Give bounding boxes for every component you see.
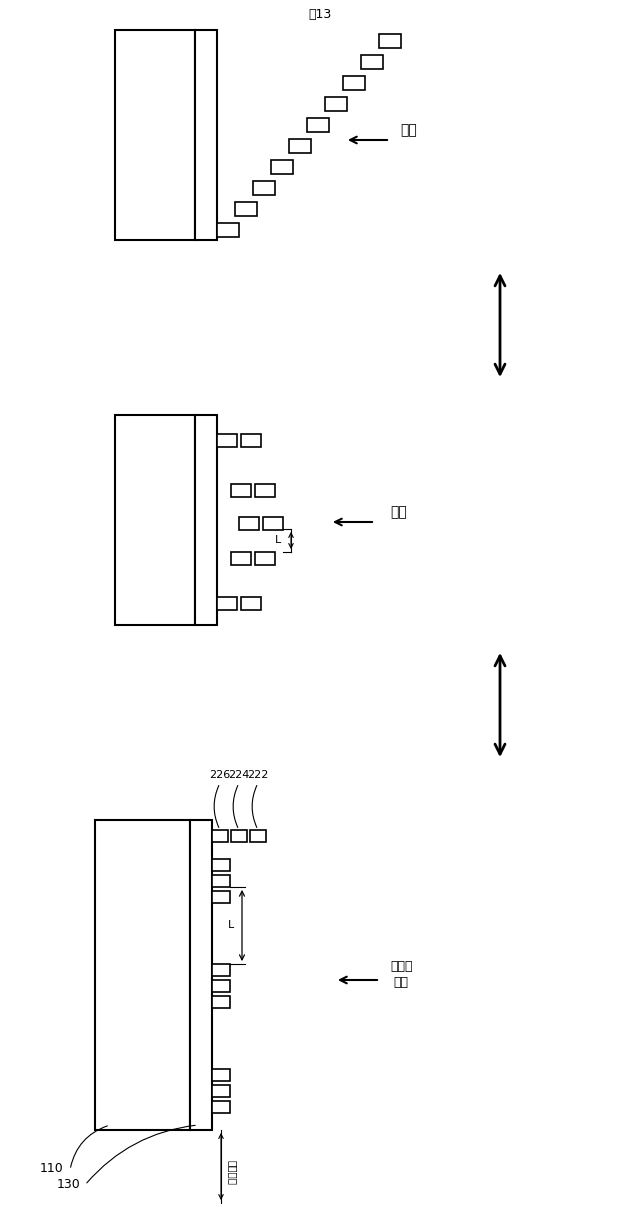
Bar bbox=[195, 30, 217, 240]
Bar bbox=[361, 55, 383, 68]
Bar bbox=[231, 484, 251, 497]
Bar bbox=[263, 517, 283, 529]
Bar bbox=[235, 201, 257, 216]
Bar bbox=[241, 597, 261, 610]
Bar bbox=[115, 30, 195, 240]
Text: 224: 224 bbox=[228, 770, 250, 780]
Bar bbox=[95, 820, 190, 1130]
Bar bbox=[217, 434, 237, 447]
Text: 130: 130 bbox=[57, 1179, 81, 1192]
Bar bbox=[307, 117, 329, 132]
Bar bbox=[212, 996, 230, 1008]
Text: L: L bbox=[275, 536, 281, 545]
Bar bbox=[212, 891, 230, 903]
Bar bbox=[212, 964, 230, 976]
Text: 110: 110 bbox=[40, 1161, 64, 1175]
Bar bbox=[212, 1069, 230, 1081]
Text: 全閉: 全閉 bbox=[393, 976, 408, 989]
Bar bbox=[231, 551, 251, 565]
Text: 輻射熱: 輻射熱 bbox=[390, 959, 413, 972]
Bar bbox=[241, 434, 261, 447]
Text: 図13: 図13 bbox=[308, 9, 332, 21]
Bar bbox=[212, 875, 230, 887]
Bar bbox=[379, 33, 401, 48]
Text: 格子中幅: 格子中幅 bbox=[227, 1160, 237, 1186]
Bar bbox=[212, 859, 230, 871]
Bar bbox=[195, 415, 217, 625]
Text: 226: 226 bbox=[209, 770, 230, 780]
Text: 222: 222 bbox=[247, 770, 269, 780]
Bar bbox=[325, 96, 347, 111]
Bar bbox=[250, 830, 266, 842]
Text: 全閉: 全閉 bbox=[400, 123, 417, 137]
Bar bbox=[212, 830, 228, 842]
Bar bbox=[231, 830, 247, 842]
Bar bbox=[253, 181, 275, 194]
Text: L: L bbox=[228, 920, 234, 930]
Bar bbox=[217, 597, 237, 610]
Bar bbox=[239, 517, 259, 529]
Bar bbox=[289, 139, 311, 152]
Text: 中間: 中間 bbox=[390, 505, 407, 518]
Bar bbox=[217, 222, 239, 237]
Bar bbox=[212, 980, 230, 992]
Bar bbox=[255, 484, 275, 497]
Bar bbox=[212, 1100, 230, 1113]
Bar bbox=[115, 415, 195, 625]
Bar bbox=[343, 76, 365, 89]
Bar bbox=[255, 551, 275, 565]
Bar bbox=[271, 160, 293, 173]
Bar bbox=[212, 1085, 230, 1097]
Bar bbox=[190, 820, 212, 1130]
